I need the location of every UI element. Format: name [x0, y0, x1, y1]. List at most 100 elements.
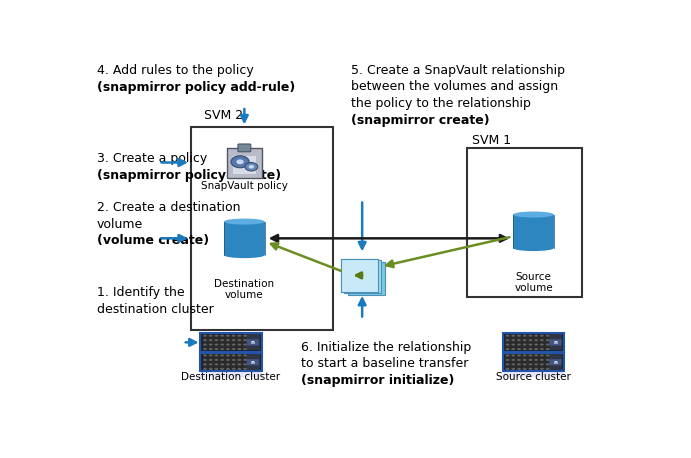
Ellipse shape [534, 354, 538, 356]
Ellipse shape [231, 354, 236, 356]
Ellipse shape [534, 335, 538, 337]
Text: SVM 2: SVM 2 [205, 109, 243, 122]
Ellipse shape [231, 344, 236, 346]
Ellipse shape [540, 354, 544, 356]
Ellipse shape [220, 335, 224, 337]
Text: between the volumes and assign: between the volumes and assign [352, 80, 558, 93]
Ellipse shape [209, 335, 213, 337]
Text: 5. Create a SnapVault relationship: 5. Create a SnapVault relationship [352, 64, 565, 77]
Ellipse shape [534, 348, 538, 350]
Ellipse shape [517, 359, 521, 361]
Text: the policy to the relationship: the policy to the relationship [352, 97, 531, 110]
Ellipse shape [243, 335, 247, 337]
Ellipse shape [523, 348, 527, 350]
Ellipse shape [243, 363, 247, 365]
Ellipse shape [506, 359, 509, 361]
Ellipse shape [226, 368, 230, 370]
Ellipse shape [238, 368, 241, 370]
Text: (snapmirror policy add-rule): (snapmirror policy add-rule) [97, 82, 295, 94]
Ellipse shape [511, 363, 515, 365]
Ellipse shape [511, 368, 515, 370]
Ellipse shape [546, 354, 549, 356]
Ellipse shape [540, 363, 544, 365]
Ellipse shape [540, 348, 544, 350]
Ellipse shape [523, 368, 527, 370]
Ellipse shape [209, 348, 213, 350]
Text: to start a baseline transfer: to start a baseline transfer [301, 357, 468, 370]
Ellipse shape [231, 335, 236, 337]
Ellipse shape [220, 344, 224, 346]
Ellipse shape [523, 335, 527, 337]
Ellipse shape [546, 363, 549, 365]
Ellipse shape [523, 354, 527, 356]
Text: 6. Initialize the relationship: 6. Initialize the relationship [301, 341, 471, 354]
Ellipse shape [220, 354, 224, 356]
Ellipse shape [506, 339, 509, 341]
Ellipse shape [506, 335, 509, 337]
Ellipse shape [511, 354, 515, 356]
Ellipse shape [511, 335, 515, 337]
Ellipse shape [517, 335, 521, 337]
Text: n: n [251, 360, 255, 365]
Text: Destination cluster: Destination cluster [182, 372, 281, 382]
Ellipse shape [546, 335, 549, 337]
Ellipse shape [220, 359, 224, 361]
Ellipse shape [540, 368, 544, 370]
Text: 2. Create a destination: 2. Create a destination [97, 202, 240, 214]
Ellipse shape [226, 348, 230, 350]
Ellipse shape [215, 359, 218, 361]
Text: SVM 1: SVM 1 [472, 134, 511, 147]
Ellipse shape [506, 344, 509, 346]
Ellipse shape [238, 359, 241, 361]
Ellipse shape [238, 344, 241, 346]
Ellipse shape [243, 344, 247, 346]
Text: SnapVault policy: SnapVault policy [201, 181, 287, 191]
Ellipse shape [243, 359, 247, 361]
Ellipse shape [224, 252, 265, 258]
Ellipse shape [215, 348, 218, 350]
FancyBboxPatch shape [549, 360, 561, 365]
Text: n: n [251, 340, 255, 345]
Ellipse shape [506, 363, 509, 365]
Ellipse shape [203, 344, 207, 346]
FancyBboxPatch shape [191, 127, 333, 330]
Ellipse shape [506, 348, 509, 350]
Bar [513, 214, 554, 248]
Ellipse shape [209, 354, 213, 356]
Ellipse shape [534, 359, 538, 361]
Ellipse shape [243, 348, 247, 350]
Ellipse shape [226, 335, 230, 337]
Ellipse shape [231, 339, 236, 341]
FancyBboxPatch shape [505, 354, 550, 370]
Ellipse shape [215, 354, 218, 356]
Text: (snapmirror create): (snapmirror create) [352, 114, 490, 126]
Text: n: n [553, 360, 558, 365]
Ellipse shape [546, 368, 549, 370]
FancyBboxPatch shape [233, 156, 256, 174]
Ellipse shape [540, 335, 544, 337]
FancyBboxPatch shape [203, 354, 247, 370]
Ellipse shape [226, 354, 230, 356]
Ellipse shape [523, 344, 527, 346]
Ellipse shape [215, 339, 218, 341]
FancyBboxPatch shape [466, 148, 582, 296]
Ellipse shape [220, 348, 224, 350]
Ellipse shape [529, 363, 532, 365]
Ellipse shape [209, 368, 213, 370]
Text: (snapmirror policy create): (snapmirror policy create) [97, 169, 281, 181]
Text: destination cluster: destination cluster [97, 303, 214, 316]
Ellipse shape [540, 359, 544, 361]
FancyBboxPatch shape [505, 335, 550, 350]
Ellipse shape [220, 339, 224, 341]
Ellipse shape [546, 339, 549, 341]
Ellipse shape [529, 368, 532, 370]
Bar [224, 222, 265, 255]
Ellipse shape [226, 363, 230, 365]
FancyBboxPatch shape [341, 259, 378, 292]
Ellipse shape [546, 348, 549, 350]
Ellipse shape [243, 354, 247, 356]
Ellipse shape [529, 339, 532, 341]
FancyBboxPatch shape [341, 259, 378, 292]
Ellipse shape [231, 359, 236, 361]
Ellipse shape [243, 339, 247, 341]
